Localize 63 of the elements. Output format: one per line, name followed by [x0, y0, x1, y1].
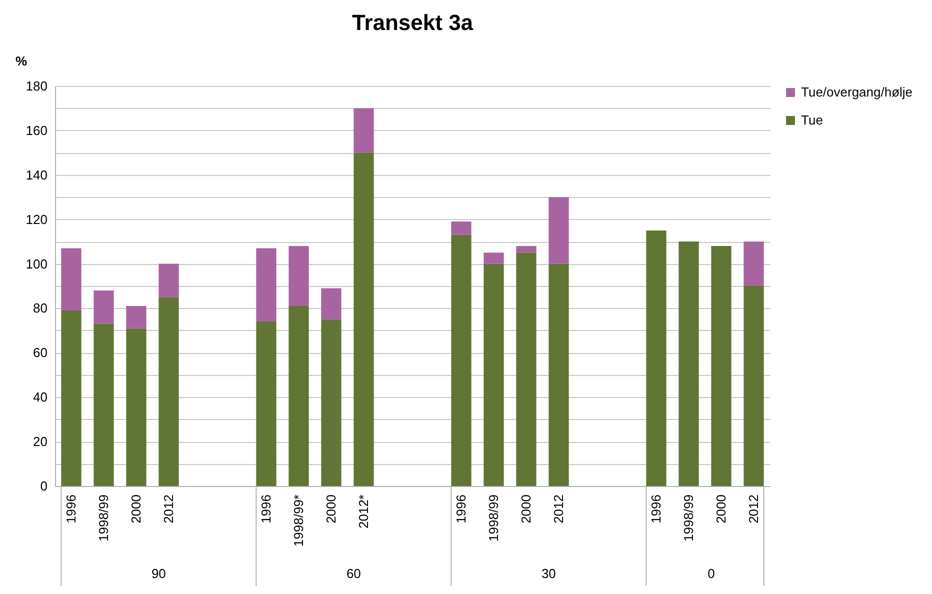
- legend-label: Tue/overgang/hølje: [801, 84, 913, 100]
- text: 0: [708, 566, 715, 581]
- x-tick-label: 1998/99: [96, 494, 111, 542]
- bar: [256, 248, 276, 322]
- y-tick-label: 180: [26, 78, 48, 94]
- bar: [288, 246, 309, 306]
- bar: [451, 222, 472, 235]
- bar: [126, 328, 146, 486]
- bar: [126, 306, 146, 328]
- chart-title: Transekt 3a: [352, 10, 474, 35]
- x-tick-label: 1996: [648, 494, 664, 524]
- bar: [288, 306, 309, 486]
- x-tick-label: 1998/99: [486, 494, 501, 542]
- bar: [744, 242, 764, 286]
- bar: [61, 310, 82, 486]
- x-tick-label: 2000: [128, 494, 144, 524]
- y-tick-label: 140: [26, 167, 48, 182]
- y-tick-label: 40: [33, 390, 48, 405]
- bar: [451, 234, 472, 486]
- bar: [516, 252, 536, 486]
- x-tick-label: 2000: [323, 494, 338, 524]
- x-tick-label: 2012: [160, 494, 176, 524]
- bar: [94, 324, 114, 486]
- bar: [646, 230, 666, 486]
- x-tick-label: 1998/99*: [290, 494, 306, 547]
- bar: [158, 264, 179, 298]
- bar: [548, 197, 569, 264]
- bar: [158, 297, 179, 486]
- y-tick-label: 0: [40, 478, 48, 494]
- text: 30: [541, 566, 556, 581]
- x-tick-label: 1996: [258, 494, 274, 524]
- bar: [484, 264, 504, 486]
- bar: [678, 242, 699, 486]
- y-tick-label: 60: [33, 345, 48, 360]
- text: 60: [346, 566, 361, 581]
- x-tick-label: 2012: [550, 494, 566, 524]
- legend-label: Tue: [801, 112, 823, 128]
- bar: [256, 322, 276, 486]
- x-tick-label: 1996: [453, 494, 468, 524]
- y-tick-label: 20: [33, 434, 48, 450]
- x-tick-label: 1996: [63, 494, 78, 524]
- x-tick-label: 2000: [518, 494, 534, 524]
- bar: [516, 246, 536, 253]
- y-tick-label: 120: [26, 212, 48, 227]
- bar: [94, 290, 114, 324]
- x-tick-label: 2012: [746, 494, 761, 524]
- bar: [321, 288, 342, 320]
- y-axis-title: %: [16, 54, 28, 68]
- bar: [354, 152, 374, 486]
- bar: [548, 264, 569, 486]
- y-tick-label: 160: [26, 122, 48, 138]
- bar: [354, 108, 374, 153]
- bar: [711, 246, 732, 486]
- x-tick-label: 2012*: [356, 494, 371, 528]
- y-tick-label: 80: [33, 300, 48, 316]
- y-tick-label: 100: [26, 256, 48, 272]
- bar: [744, 286, 764, 486]
- bar: [484, 252, 504, 264]
- text: 90: [151, 566, 166, 581]
- bar: [61, 248, 82, 310]
- x-tick-label: 2000: [713, 494, 728, 524]
- x-tick-label: 1998/99: [680, 494, 696, 542]
- bar: [321, 319, 342, 486]
